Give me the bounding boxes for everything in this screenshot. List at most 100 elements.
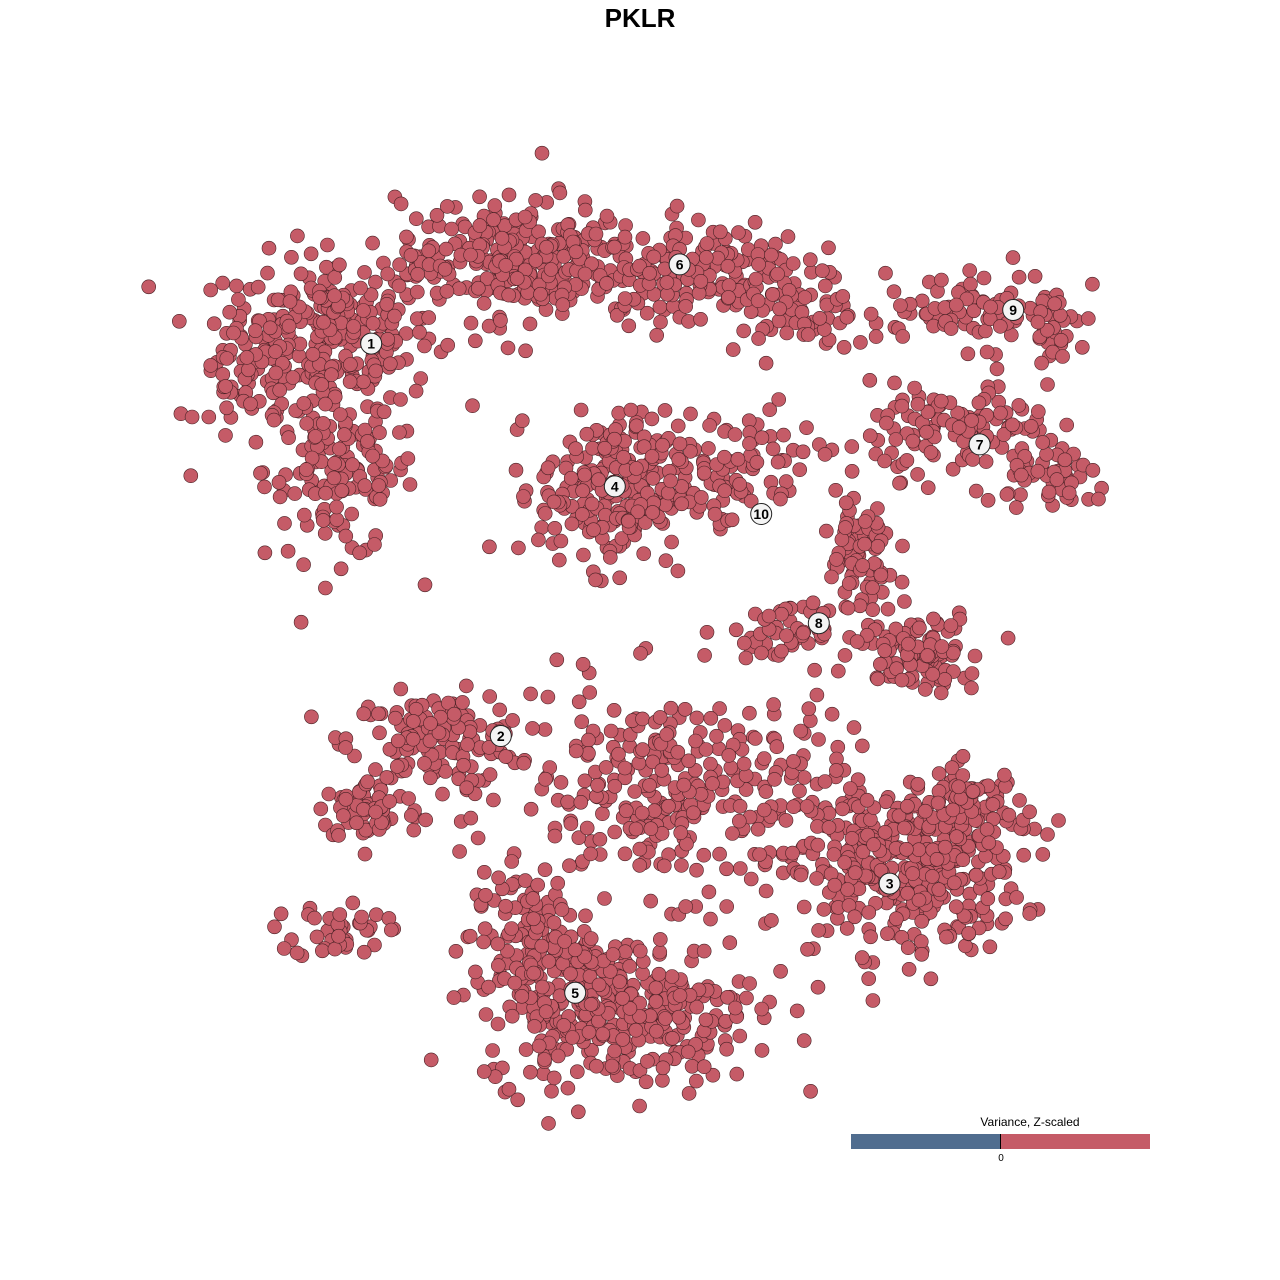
data-point-cluster-10 [754, 430, 770, 446]
data-point-cluster-6 [691, 212, 706, 228]
data-point-cluster-6 [609, 307, 625, 323]
data-point-cluster-6 [736, 323, 752, 339]
data-point-cluster-6 [751, 331, 766, 346]
data-point-cluster-3 [866, 837, 881, 852]
data-point-cluster-2 [267, 919, 282, 935]
data-point-cluster-3 [1022, 804, 1037, 820]
data-point-cluster-3 [914, 946, 930, 962]
data-point-cluster-3 [568, 743, 584, 759]
data-point-cluster-3 [654, 762, 670, 778]
data-point-cluster-2 [335, 808, 351, 824]
data-point-cluster-3 [659, 727, 675, 742]
cluster-label-badge [564, 981, 587, 1004]
data-point-cluster-7 [1031, 404, 1046, 419]
data-point-cluster-9 [992, 319, 1008, 334]
data-point-cluster-6 [517, 209, 533, 225]
data-point-cluster-3 [549, 652, 565, 668]
data-point-cluster-4 [670, 563, 686, 579]
data-point-cluster-5 [523, 1064, 538, 1080]
data-point-cluster-1 [412, 324, 427, 340]
data-point-cluster-3 [913, 934, 929, 949]
data-point-cluster-7 [996, 427, 1012, 442]
data-point-cluster-6 [528, 253, 544, 268]
data-point-cluster-1 [368, 363, 384, 379]
data-point-cluster-2 [458, 678, 474, 694]
cluster-label-9: 9 [1002, 299, 1025, 321]
data-point-cluster-9 [1047, 296, 1062, 312]
data-point-cluster-5 [490, 1016, 506, 1032]
data-point-cluster-2 [379, 770, 395, 785]
data-point-cluster-5 [560, 1080, 576, 1096]
data-point-cluster-1 [332, 407, 348, 422]
data-point-cluster-10 [817, 447, 833, 462]
data-point-cluster-3 [900, 940, 916, 956]
data-point-cluster-6 [785, 256, 801, 271]
data-point-cluster-6 [380, 266, 396, 282]
data-point-cluster-7 [1005, 417, 1020, 433]
cluster-label-text: 7 [976, 436, 984, 452]
data-point-cluster-8 [795, 625, 811, 641]
data-point-cluster-4 [516, 489, 531, 504]
data-point-cluster-1 [260, 265, 275, 281]
data-point-cluster-3 [635, 711, 650, 727]
data-point-cluster-3 [861, 971, 877, 987]
data-point-cluster-3 [656, 858, 672, 874]
data-point-cluster-3 [979, 822, 995, 837]
data-point-cluster-7 [999, 487, 1015, 502]
data-point-cluster-8 [926, 611, 941, 627]
data-point-cluster-1 [365, 316, 381, 331]
data-point-cluster-1 [333, 561, 349, 577]
data-point-cluster-2 [455, 695, 470, 710]
cluster-label-badge [360, 332, 383, 355]
points-layer [141, 145, 1109, 1131]
data-point-cluster-6 [765, 287, 781, 302]
data-point-cluster-5 [655, 1060, 671, 1076]
data-point-cluster-1 [248, 434, 264, 450]
data-point-cluster-1 [326, 470, 342, 486]
data-point-cluster-6 [451, 281, 467, 297]
data-point-cluster-5 [514, 988, 530, 1004]
data-point-cluster-3 [709, 728, 724, 744]
data-point-cluster-3 [792, 783, 807, 799]
data-point-cluster-3 [647, 803, 662, 819]
data-point-cluster-6 [403, 248, 419, 263]
data-point-cluster-9 [893, 298, 908, 313]
data-point-cluster-10 [683, 444, 698, 459]
data-point-cluster-6 [533, 286, 548, 302]
data-point-cluster-4 [534, 520, 550, 535]
data-point-cluster-2 [307, 910, 322, 926]
data-point-cluster-6 [509, 271, 525, 286]
data-point-cluster-9 [836, 339, 852, 355]
data-point-cluster-4 [658, 553, 674, 569]
data-point-cluster-6 [577, 202, 593, 218]
data-point-cluster-9 [1081, 311, 1096, 326]
data-point-cluster-8 [1000, 630, 1016, 646]
data-point-cluster-7 [899, 453, 915, 468]
data-point-cluster-5 [490, 936, 506, 952]
data-point-cluster-1 [327, 270, 343, 285]
data-point-cluster-6 [599, 276, 614, 291]
data-point-cluster-1 [287, 486, 303, 501]
data-point-cluster-7 [862, 428, 878, 444]
data-point-cluster-2 [327, 941, 343, 957]
data-point-cluster-3 [900, 885, 915, 901]
data-point-cluster-8 [761, 608, 777, 624]
data-point-cluster-3 [835, 801, 850, 817]
data-point-cluster-1 [352, 545, 368, 561]
legend-tick-label: 0 [998, 1153, 1004, 1164]
data-point-cluster-1 [344, 506, 360, 522]
data-point-cluster-5 [383, 922, 399, 938]
data-point-cluster-3 [632, 858, 648, 873]
data-point-cluster-4 [537, 506, 553, 521]
data-point-cluster-6 [470, 280, 486, 296]
data-point-cluster-6 [439, 199, 455, 214]
data-point-cluster-1 [215, 367, 231, 382]
data-point-cluster-2 [289, 945, 305, 961]
data-point-cluster-3 [486, 792, 501, 808]
data-point-cluster-1 [343, 357, 358, 372]
data-point-cluster-3 [732, 798, 748, 814]
data-point-cluster-6 [797, 290, 813, 305]
data-point-cluster-5 [423, 1052, 439, 1068]
data-point-cluster-2 [422, 770, 438, 786]
data-point-cluster-9 [963, 276, 978, 292]
